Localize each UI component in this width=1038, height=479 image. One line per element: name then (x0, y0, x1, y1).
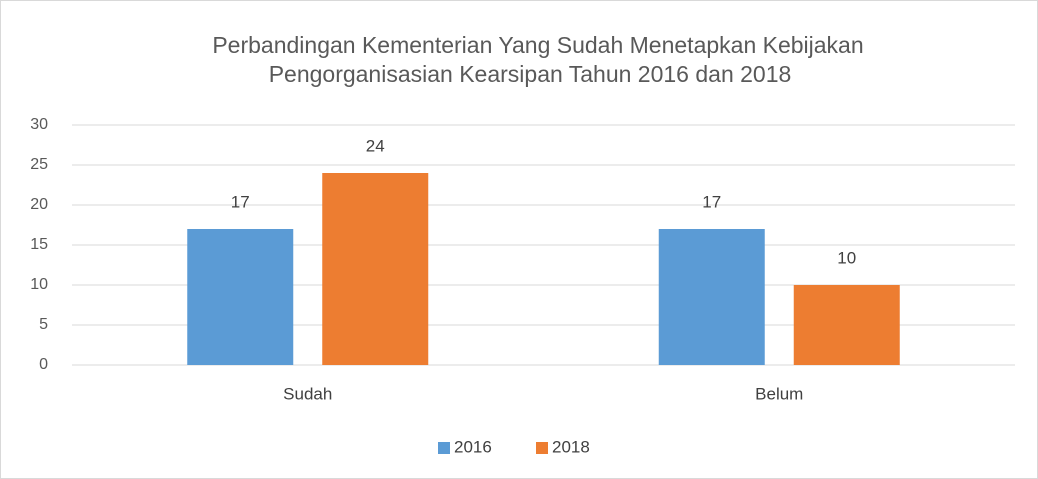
y-tick-label: 25 (30, 156, 48, 173)
x-tick-label: Sudah (283, 384, 332, 403)
y-tick-label: 5 (39, 316, 48, 333)
y-tick-label: 0 (39, 356, 48, 373)
chart-title: Perbandingan Kementerian Yang Sudah Mene… (212, 32, 863, 58)
data-label: 10 (837, 248, 856, 267)
legend-label: 2018 (552, 437, 590, 456)
bar (322, 173, 429, 365)
y-tick-label: 30 (30, 116, 48, 133)
y-tick-label: 15 (30, 236, 48, 253)
chart-title: Pengorganisasian Kearsipan Tahun 2016 da… (269, 61, 792, 87)
data-label: 24 (366, 136, 385, 155)
y-tick-label: 20 (30, 196, 48, 213)
bar (187, 229, 294, 365)
bar (793, 285, 900, 365)
data-label: 17 (231, 192, 250, 211)
legend-swatch (536, 442, 548, 454)
y-tick-label: 10 (30, 276, 48, 293)
legend-label: 2016 (454, 437, 492, 456)
data-label: 17 (702, 192, 721, 211)
x-tick-label: Belum (755, 384, 803, 403)
legend-swatch (438, 442, 450, 454)
bar (658, 229, 765, 365)
